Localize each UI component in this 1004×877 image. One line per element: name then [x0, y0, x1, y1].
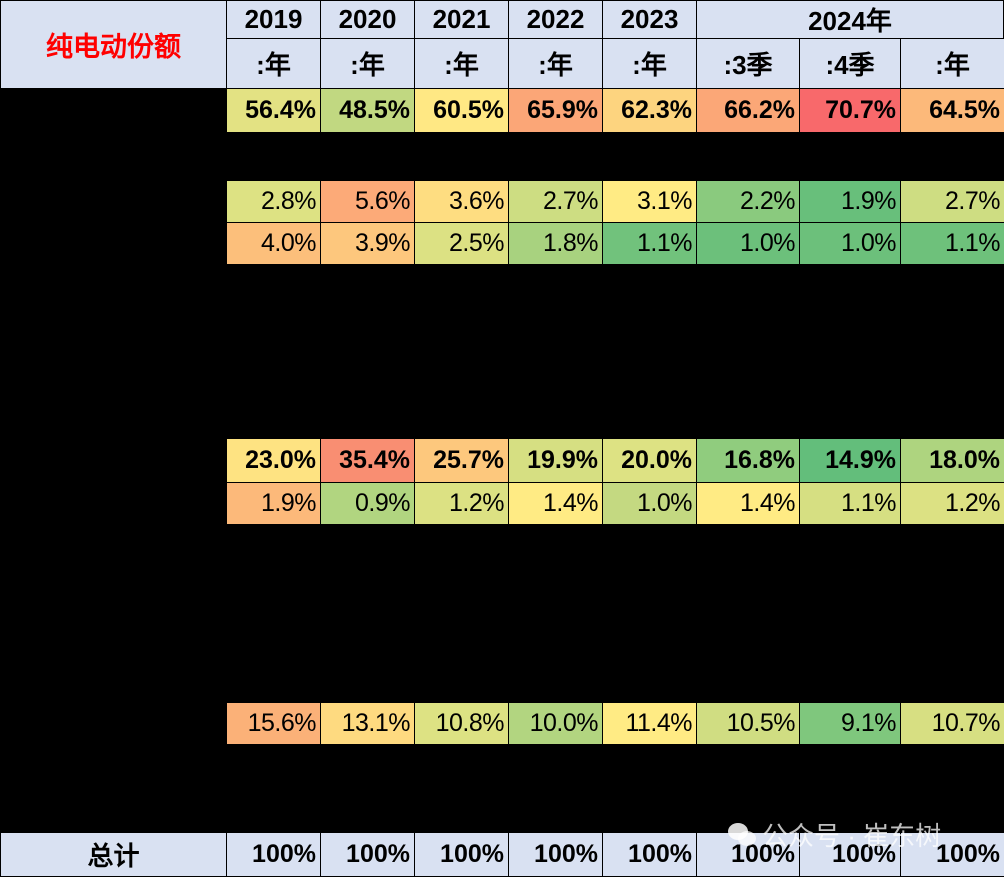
data-cell[interactable]: 23.0%: [226, 438, 321, 483]
data-cell[interactable]: 3.9%: [320, 222, 415, 265]
data-cell[interactable]: 62.3%: [602, 88, 697, 133]
data-cell[interactable]: 25.7%: [414, 438, 509, 483]
data-cell[interactable]: 60.5%: [414, 88, 509, 133]
period-header: :4季: [799, 38, 901, 89]
period-header: :年: [226, 38, 321, 89]
data-cell[interactable]: 1.4%: [508, 482, 603, 525]
data-cell[interactable]: 2.5%: [414, 222, 509, 265]
data-cell[interactable]: 2.7%: [508, 180, 603, 223]
period-header: :年: [320, 38, 415, 89]
data-cell[interactable]: 18.0%: [900, 438, 1004, 483]
data-cell[interactable]: 5.6%: [320, 180, 415, 223]
data-cell[interactable]: 13.1%: [320, 702, 415, 745]
period-header: :年: [414, 38, 509, 89]
data-cell[interactable]: 56.4%: [226, 88, 321, 133]
data-cell[interactable]: 1.0%: [696, 222, 800, 265]
data-cell[interactable]: 11.4%: [602, 702, 697, 745]
data-cell[interactable]: 10.0%: [508, 702, 603, 745]
period-header: :年: [602, 38, 697, 89]
year-header-2024: 2024年: [696, 0, 1004, 39]
data-cell[interactable]: 2.2%: [696, 180, 800, 223]
data-cell[interactable]: 20.0%: [602, 438, 697, 483]
total-cell[interactable]: 100%: [696, 832, 800, 877]
data-cell[interactable]: 16.8%: [696, 438, 800, 483]
total-label: 总计: [0, 832, 227, 877]
period-header: :3季: [696, 38, 800, 89]
data-cell[interactable]: 3.1%: [602, 180, 697, 223]
data-cell[interactable]: 2.7%: [900, 180, 1004, 223]
data-cell[interactable]: 19.9%: [508, 438, 603, 483]
data-cell[interactable]: 10.7%: [900, 702, 1004, 745]
data-cell[interactable]: 0.9%: [320, 482, 415, 525]
total-cell[interactable]: 100%: [508, 832, 603, 877]
data-cell[interactable]: 66.2%: [696, 88, 800, 133]
table-title: 纯电动份额: [0, 0, 227, 89]
data-cell[interactable]: 1.1%: [799, 482, 901, 525]
data-cell[interactable]: 1.4%: [696, 482, 800, 525]
total-cell[interactable]: 100%: [900, 832, 1004, 877]
total-cell[interactable]: 100%: [602, 832, 697, 877]
year-header: 2021: [414, 0, 509, 39]
data-cell[interactable]: 35.4%: [320, 438, 415, 483]
data-cell[interactable]: 65.9%: [508, 88, 603, 133]
data-cell[interactable]: 1.8%: [508, 222, 603, 265]
data-cell[interactable]: 1.9%: [226, 482, 321, 525]
data-cell[interactable]: 3.6%: [414, 180, 509, 223]
data-cell[interactable]: 1.2%: [900, 482, 1004, 525]
period-header: :年: [900, 38, 1004, 89]
data-cell[interactable]: 48.5%: [320, 88, 415, 133]
data-cell[interactable]: 14.9%: [799, 438, 901, 483]
data-cell[interactable]: 10.8%: [414, 702, 509, 745]
total-cell[interactable]: 100%: [799, 832, 901, 877]
data-cell[interactable]: 1.2%: [414, 482, 509, 525]
total-cell[interactable]: 100%: [414, 832, 509, 877]
total-cell[interactable]: 100%: [320, 832, 415, 877]
data-cell[interactable]: 1.9%: [799, 180, 901, 223]
data-cell[interactable]: 10.5%: [696, 702, 800, 745]
period-header: :年: [508, 38, 603, 89]
data-cell[interactable]: 1.1%: [900, 222, 1004, 265]
data-cell[interactable]: 1.0%: [602, 482, 697, 525]
data-cell[interactable]: 64.5%: [900, 88, 1004, 133]
year-header: 2022: [508, 0, 603, 39]
total-cell[interactable]: 100%: [226, 832, 321, 877]
data-cell[interactable]: 15.6%: [226, 702, 321, 745]
data-cell[interactable]: 1.0%: [799, 222, 901, 265]
year-header: 2019: [226, 0, 321, 39]
year-header: 2020: [320, 0, 415, 39]
data-cell[interactable]: 70.7%: [799, 88, 901, 133]
data-cell[interactable]: 9.1%: [799, 702, 901, 745]
data-cell[interactable]: 1.1%: [602, 222, 697, 265]
data-cell[interactable]: 2.8%: [226, 180, 321, 223]
year-header: 2023: [602, 0, 697, 39]
data-cell[interactable]: 4.0%: [226, 222, 321, 265]
